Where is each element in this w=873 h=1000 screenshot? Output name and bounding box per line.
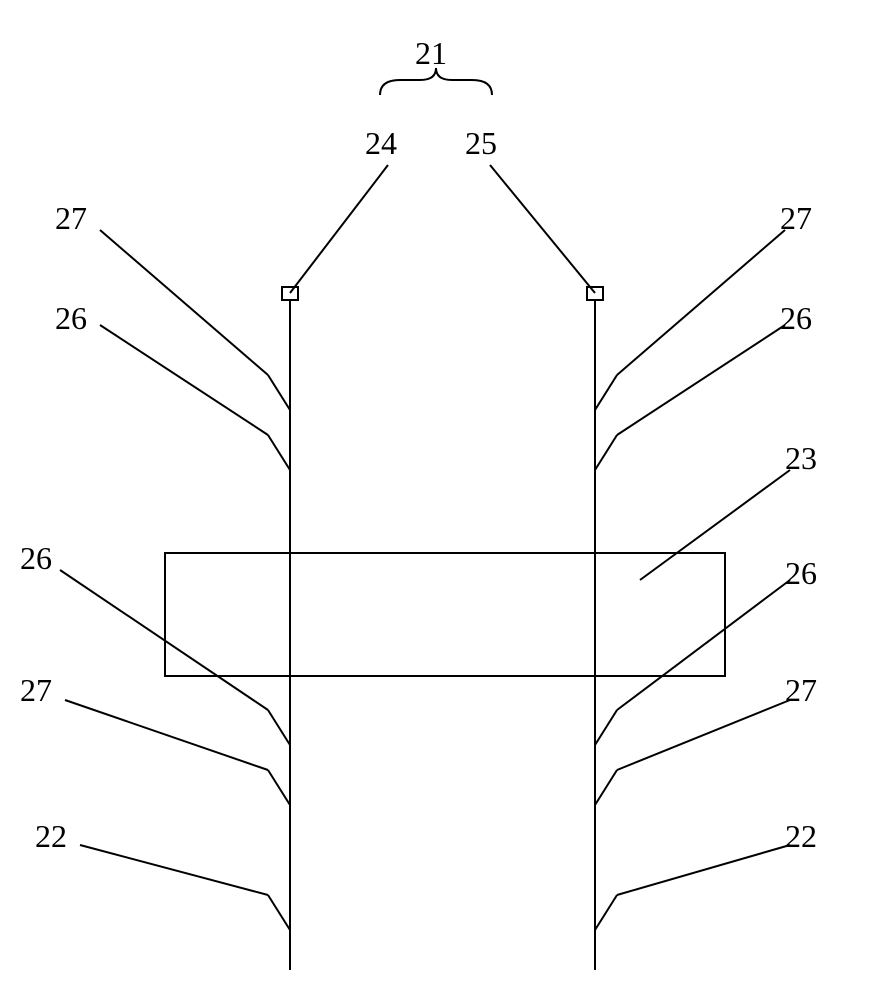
box-25: [587, 287, 603, 300]
label-27-top-right: 27: [780, 200, 812, 237]
tick-27-lower-right: [595, 770, 617, 805]
tick-22-lower-left: [268, 895, 290, 930]
schematic-diagram: [0, 0, 873, 1000]
box-24: [282, 287, 298, 300]
rectangle-23: [165, 553, 725, 676]
leader-27-bl: [65, 700, 268, 770]
label-22-bottom-left: 22: [35, 818, 67, 855]
brace-21: [380, 68, 492, 95]
label-26-mid-left: 26: [20, 540, 52, 577]
tick-26-upper-right: [595, 375, 617, 410]
label-23: 23: [785, 440, 817, 477]
leader-27-br: [617, 700, 790, 770]
tick-27-upper-left: [268, 435, 290, 470]
leader-27-tl: [100, 230, 268, 375]
label-24: 24: [365, 125, 397, 162]
label-26-mid-right: 26: [785, 555, 817, 592]
label-27-bottom-left: 27: [20, 672, 52, 709]
leader-26-tr: [617, 325, 785, 435]
leader-26-mr: [617, 580, 790, 710]
leader-24: [290, 165, 388, 293]
leader-27-tr: [617, 230, 785, 375]
tick-27-upper-right: [595, 435, 617, 470]
leader-25: [490, 165, 595, 293]
label-26-top-left: 26: [55, 300, 87, 337]
tick-26-lower-right: [595, 710, 617, 745]
label-27-bottom-right: 27: [785, 672, 817, 709]
tick-27-lower-left: [268, 770, 290, 805]
label-27-top-left: 27: [55, 200, 87, 237]
tick-26-lower-left: [268, 710, 290, 745]
label-22-bottom-right: 22: [785, 818, 817, 855]
label-25: 25: [465, 125, 497, 162]
leader-22-br: [617, 845, 790, 895]
label-26-top-right: 26: [780, 300, 812, 337]
tick-22-lower-right: [595, 895, 617, 930]
label-21: 21: [415, 35, 447, 72]
leader-22-bl: [80, 845, 268, 895]
tick-26-upper-left: [268, 375, 290, 410]
leader-23: [640, 470, 790, 580]
leader-26-tl: [100, 325, 268, 435]
